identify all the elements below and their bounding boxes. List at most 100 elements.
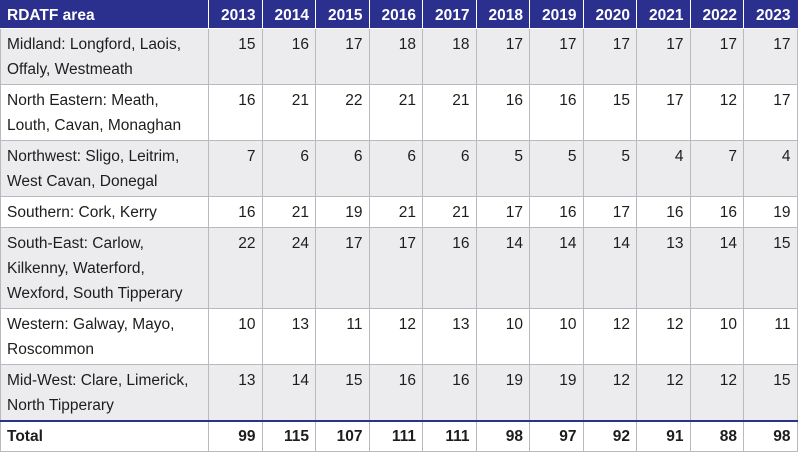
total-value-cell: 88: [689, 420, 744, 452]
table-row: Southern: Cork, Kerry 16 21 19 21 21 17 …: [0, 196, 798, 228]
value-cell: 10: [475, 308, 530, 365]
area-cell: Midland: Longford, Laois, Offaly, Westme…: [0, 28, 209, 85]
value-cell: 12: [582, 364, 637, 422]
total-value-cell: 115: [261, 420, 316, 452]
total-value-cell: 92: [582, 420, 637, 452]
value-cell: 15: [743, 364, 798, 422]
value-cell: 7: [208, 140, 263, 197]
table-row: Mid-West: Clare, Limerick, North Tippera…: [0, 364, 798, 422]
value-cell: 14: [475, 227, 530, 309]
value-cell: 17: [582, 196, 637, 228]
value-cell: 14: [529, 227, 584, 309]
value-cell: 17: [582, 28, 637, 85]
value-cell: 16: [422, 227, 477, 309]
table-row: North Eastern: Meath, Louth, Cavan, Mona…: [0, 84, 798, 141]
value-cell: 24: [261, 227, 316, 309]
total-value-cell: 99: [208, 420, 263, 452]
value-cell: 6: [261, 140, 316, 197]
total-value-cell: 107: [315, 420, 370, 452]
value-cell: 17: [475, 196, 530, 228]
value-cell: 19: [529, 364, 584, 422]
value-cell: 13: [208, 364, 263, 422]
year-column-header: 2018: [475, 0, 530, 29]
area-cell: South-East: Carlow, Kilkenny, Waterford,…: [0, 227, 209, 309]
value-cell: 21: [368, 84, 423, 141]
value-cell: 11: [743, 308, 798, 365]
value-cell: 5: [475, 140, 530, 197]
area-cell: Northwest: Sligo, Leitrim, West Cavan, D…: [0, 140, 209, 197]
area-cell: Western: Galway, Mayo, Roscommon: [0, 308, 209, 365]
value-cell: 12: [689, 364, 744, 422]
value-cell: 12: [582, 308, 637, 365]
total-value-cell: 111: [422, 420, 477, 452]
value-cell: 10: [689, 308, 744, 365]
value-cell: 16: [261, 28, 316, 85]
table-row: South-East: Carlow, Kilkenny, Waterford,…: [0, 227, 798, 309]
value-cell: 4: [743, 140, 798, 197]
value-cell: 17: [529, 28, 584, 85]
value-cell: 16: [368, 364, 423, 422]
value-cell: 16: [636, 196, 691, 228]
value-cell: 17: [636, 28, 691, 85]
area-cell: North Eastern: Meath, Louth, Cavan, Mona…: [0, 84, 209, 141]
value-cell: 16: [208, 84, 263, 141]
area-column-header: RDATF area: [0, 0, 209, 29]
value-cell: 17: [689, 28, 744, 85]
year-column-header: 2017: [422, 0, 477, 29]
year-column-header: 2013: [208, 0, 263, 29]
value-cell: 22: [208, 227, 263, 309]
value-cell: 12: [636, 308, 691, 365]
value-cell: 17: [315, 227, 370, 309]
value-cell: 10: [529, 308, 584, 365]
year-column-header: 2015: [315, 0, 370, 29]
total-label: Total: [0, 420, 209, 452]
value-cell: 14: [261, 364, 316, 422]
value-cell: 11: [315, 308, 370, 365]
value-cell: 10: [208, 308, 263, 365]
value-cell: 13: [261, 308, 316, 365]
value-cell: 12: [368, 308, 423, 365]
value-cell: 17: [743, 28, 798, 85]
value-cell: 16: [208, 196, 263, 228]
value-cell: 21: [422, 84, 477, 141]
value-cell: 5: [582, 140, 637, 197]
value-cell: 6: [368, 140, 423, 197]
value-cell: 17: [315, 28, 370, 85]
value-cell: 16: [689, 196, 744, 228]
year-column-header: 2014: [261, 0, 316, 29]
value-cell: 21: [422, 196, 477, 228]
value-cell: 17: [368, 227, 423, 309]
value-cell: 13: [422, 308, 477, 365]
value-cell: 14: [582, 227, 637, 309]
year-column-header: 2022: [689, 0, 744, 29]
year-column-header: 2023: [743, 0, 798, 29]
total-value-cell: 111: [368, 420, 423, 452]
header-row: RDATF area 2013 2014 2015 2016 2017 2018…: [0, 0, 798, 29]
year-column-header: 2021: [636, 0, 691, 29]
value-cell: 21: [261, 196, 316, 228]
value-cell: 22: [315, 84, 370, 141]
table-row: Northwest: Sligo, Leitrim, West Cavan, D…: [0, 140, 798, 197]
table-row: Western: Galway, Mayo, Roscommon 10 13 1…: [0, 308, 798, 365]
area-cell: Mid-West: Clare, Limerick, North Tippera…: [0, 364, 209, 422]
value-cell: 19: [475, 364, 530, 422]
value-cell: 13: [636, 227, 691, 309]
value-cell: 14: [689, 227, 744, 309]
value-cell: 15: [743, 227, 798, 309]
value-cell: 16: [475, 84, 530, 141]
value-cell: 16: [529, 196, 584, 228]
year-column-header: 2016: [368, 0, 423, 29]
total-value-cell: 98: [475, 420, 530, 452]
value-cell: 18: [368, 28, 423, 85]
value-cell: 5: [529, 140, 584, 197]
total-value-cell: 97: [529, 420, 584, 452]
value-cell: 6: [315, 140, 370, 197]
value-cell: 15: [208, 28, 263, 85]
total-row: Total 99 115 107 111 111 98 97 92 91 88 …: [0, 420, 798, 452]
value-cell: 19: [743, 196, 798, 228]
value-cell: 21: [368, 196, 423, 228]
table-row: Midland: Longford, Laois, Offaly, Westme…: [0, 28, 798, 85]
value-cell: 4: [636, 140, 691, 197]
value-cell: 19: [315, 196, 370, 228]
